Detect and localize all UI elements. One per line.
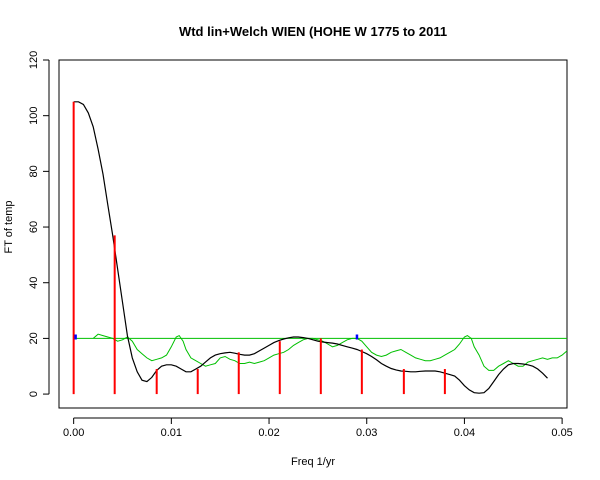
x-tick-label: 0.03 (356, 427, 377, 439)
y-axis: 0 20 40 60 80 100 120 (28, 51, 50, 397)
plot-frame (58, 59, 568, 409)
x-axis-title: Freq 1/yr (291, 456, 335, 468)
plot-layer (72, 101, 568, 395)
x-tick-label: 0.05 (551, 427, 572, 439)
x-axis: 0.00 0.01 0.02 0.03 0.04 0.05 (63, 417, 573, 439)
noise-series-line (92, 333, 568, 371)
y-tick-label: 0 (28, 391, 40, 397)
y-axis-title: FT of temp (3, 201, 15, 254)
spectrum-series-line (73, 101, 548, 394)
chart-title: Wtd lin+Welch WIEN (HOHE W 1775 to 2011 (179, 24, 447, 39)
y-tick-label: 60 (28, 221, 40, 233)
y-tick-label: 100 (28, 107, 40, 125)
x-tick-label: 0.01 (161, 427, 182, 439)
y-tick-label: 40 (28, 277, 40, 289)
y-tick-label: 20 (28, 332, 40, 344)
x-tick-label: 0.00 (63, 427, 84, 439)
y-tick-label: 120 (28, 51, 40, 69)
y-tick-label: 80 (28, 165, 40, 177)
x-tick-label: 0.04 (454, 427, 475, 439)
x-tick-label: 0.02 (258, 427, 279, 439)
